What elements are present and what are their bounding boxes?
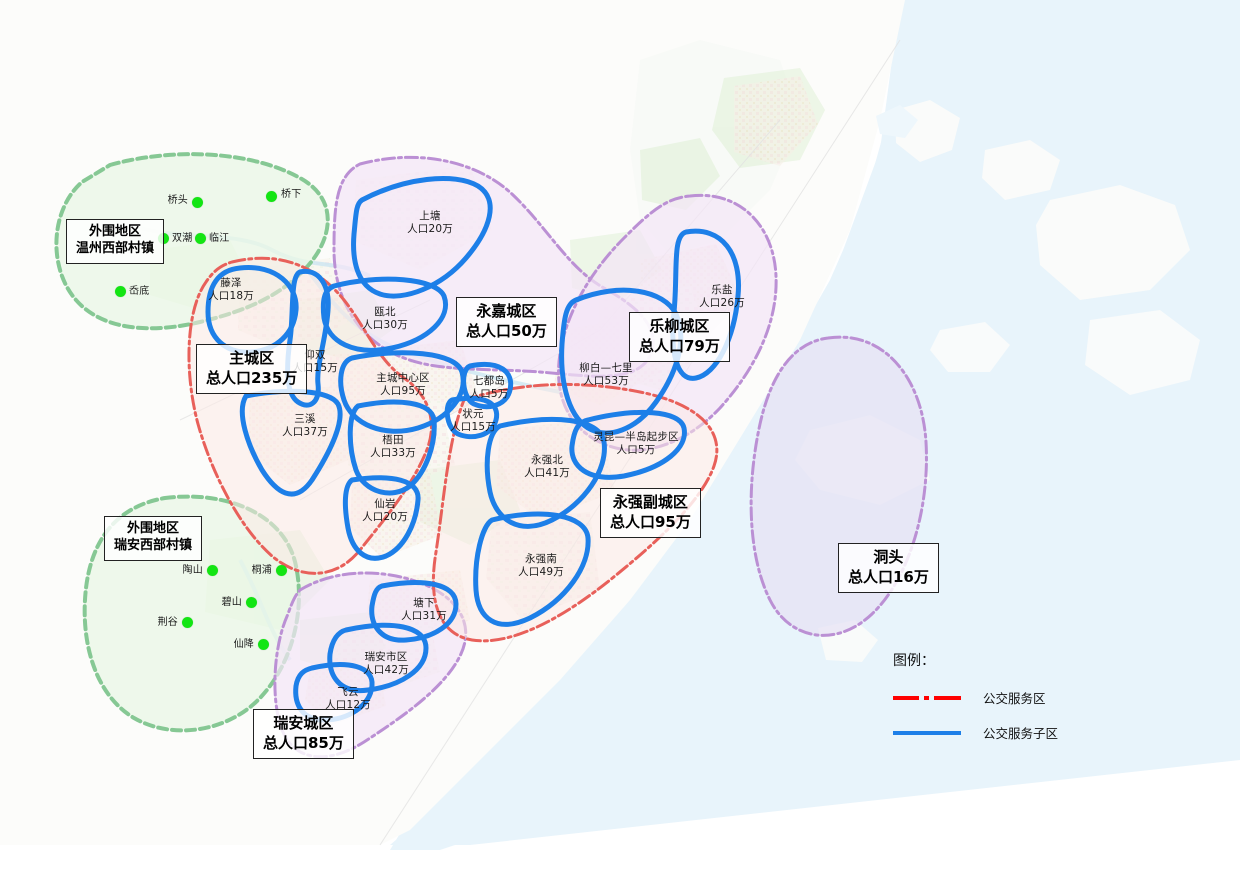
district-population: 总人口95万: [610, 512, 691, 531]
district-label-dongtou: 洞头 总人口16万: [838, 543, 939, 593]
subarea-yongqiang-south: [473, 511, 591, 627]
outer-area-label-ruian-west: 外围地区 瑞安西部村镇: [104, 516, 203, 561]
subarea-oubei: [320, 276, 448, 353]
town-dot-taoshan: [207, 565, 218, 576]
town-dot-qiaoxia: [266, 191, 277, 202]
town-dot-xianjiang: [258, 639, 269, 650]
district-population: 总人口50万: [466, 321, 547, 340]
district-label-ruian: 瑞安城区 总人口85万: [253, 709, 354, 759]
outer-area-line2: 温州西部村镇: [76, 240, 155, 256]
subarea-ruianshiqu: [327, 622, 429, 694]
district-name: 永嘉城区: [476, 302, 537, 320]
bus-service-area-yongqiang: [431, 382, 719, 643]
legend-item-bus-service-subarea: 公交服务子区: [893, 723, 1058, 742]
subarea-lingkun: [569, 410, 687, 480]
district-name: 瑞安城区: [273, 714, 334, 732]
district-population: 总人口85万: [263, 733, 344, 752]
legend-item-bus-service-area: 公交服务区: [893, 688, 1058, 707]
district-population: 总人口16万: [848, 567, 929, 586]
legend-title: 图例：: [893, 653, 935, 669]
town-dot-tongpu: [276, 565, 287, 576]
legend-swatch-dash-dot-line: [893, 695, 961, 700]
town-dot-bishan: [246, 597, 257, 608]
legend: 图例： 公交服务区 公交服务子区: [893, 650, 1058, 758]
district-label-yongqiang: 永强副城区 总人口95万: [600, 488, 701, 538]
subarea-shangtang: [351, 176, 493, 299]
subarea-liubai: [559, 287, 684, 436]
district-name: 永强副城区: [612, 493, 688, 511]
subarea-qidudao: [461, 362, 514, 410]
subarea-sanxi: [239, 388, 343, 497]
subarea-tangxia: [369, 580, 459, 643]
town-dot-qiaotou: [192, 197, 203, 208]
subarea-xianyan: [342, 475, 421, 561]
legend-label: 公交服务子区: [983, 726, 1059, 741]
subarea-leyan: [670, 228, 741, 381]
district-label-main-city: 主城区 总人口235万: [196, 344, 308, 394]
legend-label: 公交服务区: [983, 691, 1046, 706]
district-name: 洞头: [873, 548, 904, 566]
district-population: 总人口79万: [639, 336, 720, 355]
district-name: 乐柳城区: [649, 317, 710, 335]
outer-area-line2: 瑞安西部村镇: [114, 537, 193, 553]
subarea-zhuangyuan: [444, 395, 500, 440]
outer-area-line1: 外围地区: [89, 224, 142, 239]
district-label-yongjia: 永嘉城区 总人口50万: [456, 297, 557, 347]
town-dot-aodi: [115, 286, 126, 297]
town-dot-jinggu: [182, 617, 193, 628]
subarea-zhucheng: [338, 350, 466, 434]
town-dot-linjiang: [195, 233, 206, 244]
district-name: 主城区: [229, 349, 275, 367]
district-population: 总人口235万: [206, 368, 298, 387]
legend-swatch-solid-line: [893, 730, 961, 735]
outer-area-line1: 外围地区: [127, 521, 180, 536]
district-label-leliu: 乐柳城区 总人口79万: [629, 312, 730, 362]
outer-area-label-wenzhou-west: 外围地区 温州西部村镇: [66, 219, 165, 264]
subarea-yangshuang: [285, 268, 331, 408]
